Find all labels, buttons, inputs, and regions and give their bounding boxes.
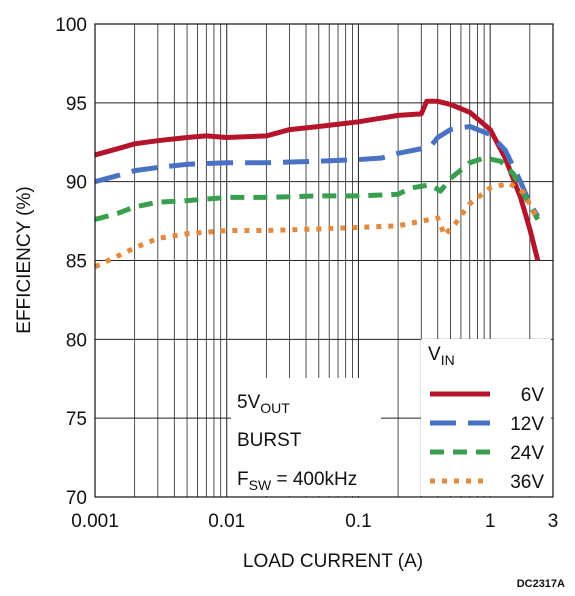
x-axis-title: LOAD CURRENT (A) xyxy=(243,551,423,572)
y-axis-title: EFFICIENCY (%) xyxy=(14,186,35,333)
x-tick-label: 0.01 xyxy=(208,511,245,532)
x-tick-label: 3 xyxy=(548,511,559,532)
annotation-output-voltage-main: 5V xyxy=(237,392,261,413)
annotation-fsw-rest: = 400kHz xyxy=(271,469,357,490)
annotation-mode: BURST xyxy=(237,430,302,451)
legend-title-sub: IN xyxy=(441,352,455,368)
annotation-switching-frequency: FSW = 400kHz xyxy=(237,469,357,493)
figure-id: DC2317A xyxy=(517,578,565,590)
series-line-36v xyxy=(93,180,541,270)
y-tick-label: 90 xyxy=(66,173,87,194)
x-tick-label: 0.1 xyxy=(345,511,371,532)
legend-background xyxy=(421,339,551,496)
annotation-fsw-main: F xyxy=(237,469,249,490)
legend: VIN 6V 12V 24V 36V xyxy=(421,339,551,496)
tick-labels: 70 75 80 85 90 95 100 0.001 0.01 0.1 1 3 xyxy=(55,15,558,532)
annotation-box: 5VOUT BURST FSW = 400kHz xyxy=(231,378,381,496)
annotation-output-voltage: 5VOUT xyxy=(237,392,290,416)
legend-entries: 6V 12V 24V 36V xyxy=(430,385,544,493)
plot-frame xyxy=(94,23,554,498)
y-tick-label: 95 xyxy=(66,94,87,115)
y-tick-label: 70 xyxy=(66,488,87,509)
legend-label-36v: 36V xyxy=(510,472,544,493)
annotation-output-voltage-sub: OUT xyxy=(260,400,290,416)
x-tick-label: 0.001 xyxy=(71,511,119,532)
x-tick-label: 1 xyxy=(485,511,496,532)
legend-label-24v: 24V xyxy=(510,443,544,464)
y-tick-label: 85 xyxy=(66,252,87,273)
annotation-fsw-sub: SW xyxy=(249,477,272,493)
series-line-24v xyxy=(94,155,540,222)
legend-label-6v: 6V xyxy=(521,385,545,406)
y-tick-label: 75 xyxy=(66,409,87,430)
legend-title: VIN xyxy=(428,344,455,368)
legend-label-12v: 12V xyxy=(510,414,544,435)
series-line-12v xyxy=(94,124,540,218)
y-tick-label: 80 xyxy=(66,330,87,351)
y-tick-label: 100 xyxy=(55,15,87,36)
legend-title-main: V xyxy=(428,344,441,365)
series-lines xyxy=(93,98,541,270)
annotation-background xyxy=(231,378,381,496)
